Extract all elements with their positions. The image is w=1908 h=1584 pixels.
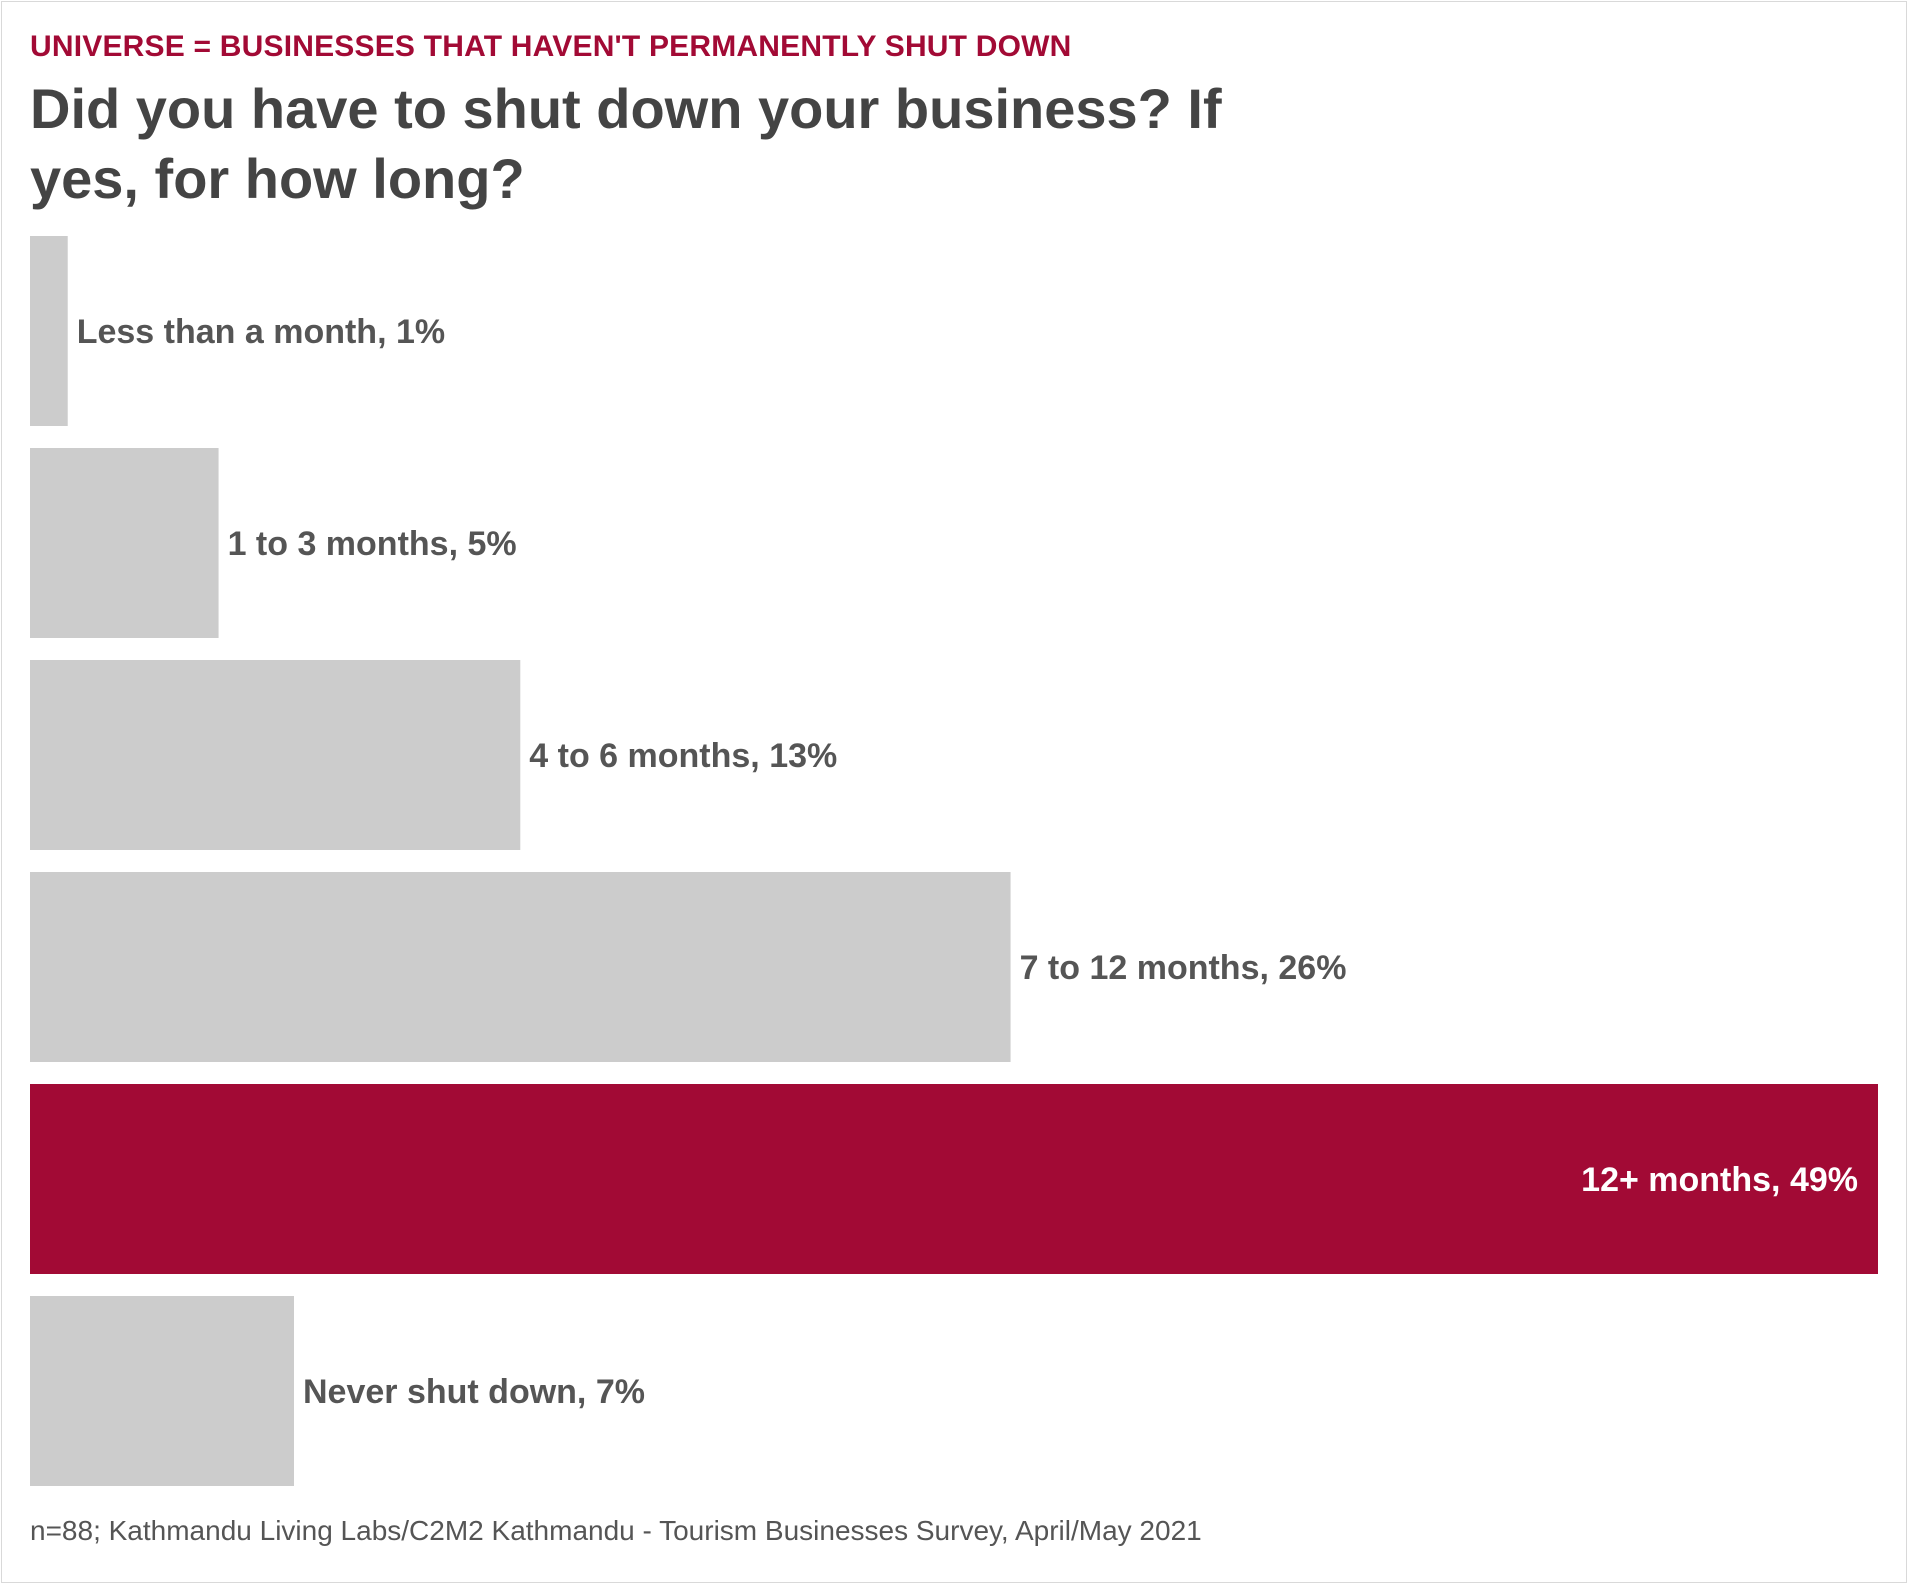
bar-1: [30, 448, 219, 638]
source-note: n=88; Kathmandu Living Labs/C2M2 Kathman…: [30, 1515, 1202, 1546]
bar-label-0: Less than a month, 1%: [77, 313, 445, 351]
bar-2: [30, 660, 521, 850]
bar-label-3: 7 to 12 months, 26%: [1020, 949, 1347, 987]
bar-3: [30, 872, 1011, 1062]
bar-label-1: 1 to 3 months, 5%: [228, 525, 517, 563]
bar-label-5: Never shut down, 7%: [303, 1373, 645, 1411]
universe-label: UNIVERSE = BUSINESSES THAT HAVEN'T PERMA…: [30, 30, 1072, 63]
bar-0: [30, 236, 68, 426]
chart-title: Did you have to shut down your business?…: [30, 77, 1222, 210]
bar-5: [30, 1296, 294, 1486]
bar-label-4: 12+ months, 49%: [1581, 1161, 1858, 1199]
bar-label-2: 4 to 6 months, 13%: [529, 737, 837, 775]
bar-4: [30, 1084, 1878, 1274]
